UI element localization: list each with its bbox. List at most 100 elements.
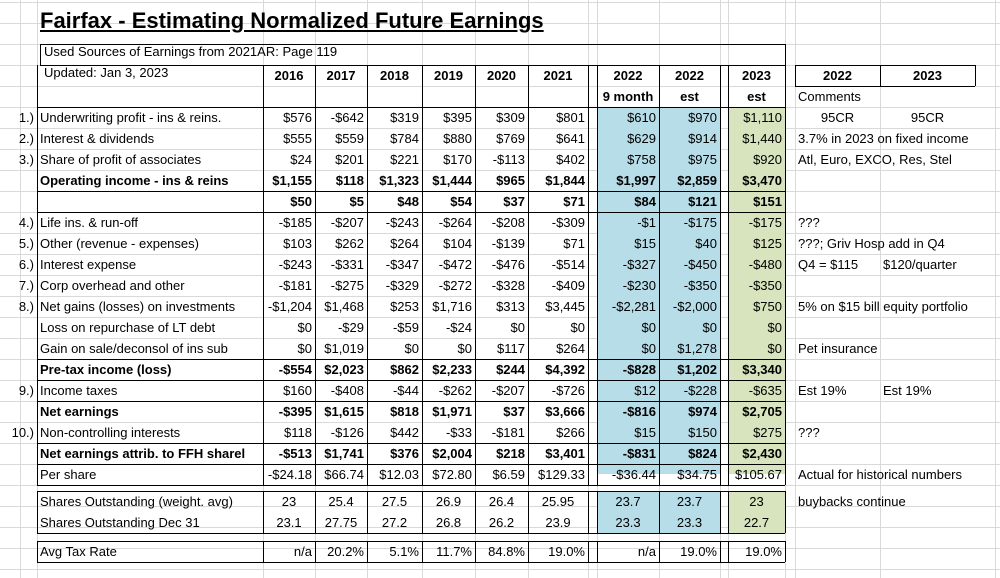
tax-cell[interactable]: 20.2% <box>327 544 364 559</box>
row-label[interactable]: Life ins. & run-off <box>40 215 139 230</box>
value-cell[interactable]: $221 <box>390 152 419 167</box>
value-cell[interactable]: $0 <box>297 320 312 335</box>
value-cell[interactable]: -$472 <box>438 257 472 272</box>
row-number[interactable]: 3.) <box>18 152 34 167</box>
shares-cell[interactable]: 27.5 <box>381 494 408 509</box>
sub-header[interactable]: 9 month <box>602 89 654 104</box>
row-label[interactable]: Corp overhead and other <box>40 278 185 293</box>
value-cell[interactable]: $442 <box>390 425 419 440</box>
value-cell[interactable]: $71 <box>563 236 585 251</box>
shares-cell[interactable]: 23.7 <box>615 494 641 509</box>
value-cell[interactable]: $395 <box>443 110 472 125</box>
value-cell[interactable]: -$228 <box>683 383 717 398</box>
value-cell[interactable]: -$59 <box>392 320 419 335</box>
value-cell[interactable]: -$450 <box>683 257 717 272</box>
sub-header[interactable] <box>475 86 528 107</box>
value-cell[interactable]: $1,019 <box>324 341 364 356</box>
row-label[interactable]: Gain on sale/deconsol of ins sub <box>40 341 228 356</box>
sub-header[interactable] <box>315 86 367 107</box>
value-cell[interactable]: $5 <box>349 194 364 209</box>
value-cell[interactable]: $15 <box>634 236 656 251</box>
shares-cell[interactable]: 27.75 <box>324 515 358 530</box>
value-cell[interactable]: -$44 <box>392 383 419 398</box>
comment-header-2023[interactable]: 2023 <box>913 68 942 83</box>
year-header[interactable]: 2017 <box>326 68 356 83</box>
value-cell[interactable]: $160 <box>283 383 312 398</box>
value-cell[interactable]: $266 <box>556 425 585 440</box>
year-header[interactable]: 2022 <box>613 68 643 83</box>
value-cell[interactable]: -$264 <box>438 215 472 230</box>
sub-header[interactable] <box>367 86 422 107</box>
value-cell[interactable]: $4,392 <box>545 362 585 377</box>
value-cell[interactable]: $0 <box>404 341 419 356</box>
value-cell[interactable]: -$1,204 <box>267 299 312 314</box>
row-label[interactable]: Other (revenue - expenses) <box>40 236 199 251</box>
comment-cell[interactable]: Actual for historical numbers <box>798 467 963 482</box>
value-cell[interactable]: $0 <box>510 320 525 335</box>
value-cell[interactable]: -$642 <box>330 110 364 125</box>
row-label[interactable]: Loss on repurchase of LT debt <box>40 320 216 335</box>
value-cell[interactable]: -$185 <box>278 215 312 230</box>
value-cell[interactable]: $1,997 <box>616 173 656 188</box>
value-cell[interactable]: $118 <box>284 425 312 440</box>
value-cell[interactable]: $66.74 <box>324 467 364 482</box>
shares-cell[interactable]: 25.4 <box>328 494 354 509</box>
shares-cell[interactable]: 23 <box>749 494 764 509</box>
value-cell[interactable]: $1,110 <box>743 110 782 125</box>
value-cell[interactable]: -$243 <box>385 215 419 230</box>
value-cell[interactable]: -$350 <box>748 278 782 293</box>
value-cell[interactable]: $71 <box>563 194 585 209</box>
value-cell[interactable]: $1,278 <box>677 341 717 356</box>
value-cell[interactable]: $2,859 <box>677 173 717 188</box>
shares-cell[interactable]: 23.3 <box>615 515 641 530</box>
year-header[interactable]: 2016 <box>274 68 304 83</box>
comment-cell[interactable]: 5% on $15 bill equity portfolio <box>798 299 968 314</box>
shares-cell[interactable]: 26.2 <box>488 515 515 530</box>
value-cell[interactable]: $0 <box>297 341 312 356</box>
value-cell[interactable]: $264 <box>556 341 585 356</box>
comments-label[interactable]: Comments <box>798 89 861 104</box>
value-cell[interactable]: $3,445 <box>545 299 585 314</box>
tax-cell[interactable]: 84.8% <box>488 544 525 559</box>
value-cell[interactable]: $975 <box>688 152 717 167</box>
value-cell[interactable]: $914 <box>688 131 717 146</box>
row-label[interactable]: Net earnings <box>40 404 119 419</box>
value-cell[interactable]: $2,004 <box>432 446 472 461</box>
tax-cell[interactable]: n/a <box>293 544 312 559</box>
value-cell[interactable]: $880 <box>443 131 472 146</box>
value-cell[interactable]: $150 <box>688 425 717 440</box>
value-cell[interactable]: $72.80 <box>432 467 472 482</box>
value-cell[interactable]: $801 <box>556 110 585 125</box>
row-label[interactable]: Interest & dividends <box>40 131 155 146</box>
value-cell[interactable]: -$275 <box>330 278 364 293</box>
value-cell[interactable]: -$331 <box>330 257 364 272</box>
comment-cell[interactable]: 3.7% in 2023 on fixed income <box>798 131 969 146</box>
value-cell[interactable]: $970 <box>688 110 717 125</box>
value-cell[interactable]: -$1 <box>637 215 656 230</box>
value-cell[interactable]: $1,716 <box>432 299 472 314</box>
comment-cell[interactable]: ??? <box>798 215 820 230</box>
comment-cell[interactable]: $120/quarter <box>883 257 957 272</box>
value-cell[interactable]: $0 <box>702 320 717 335</box>
value-cell[interactable]: $3,401 <box>545 446 585 461</box>
row-number[interactable]: 7.) <box>18 278 34 293</box>
value-cell[interactable]: $769 <box>496 131 525 146</box>
value-cell[interactable]: $0 <box>767 341 782 356</box>
tax-cell[interactable]: 5.1% <box>389 544 419 559</box>
row-label[interactable] <box>37 191 263 212</box>
value-cell[interactable]: -$350 <box>683 278 717 293</box>
row-number[interactable]: 5.) <box>18 236 34 251</box>
value-cell[interactable]: $2,705 <box>742 404 782 419</box>
value-cell[interactable]: $974 <box>688 404 717 419</box>
value-cell[interactable]: -$230 <box>622 278 656 293</box>
value-cell[interactable]: $2,430 <box>742 446 782 461</box>
value-cell[interactable]: -$33 <box>445 425 472 440</box>
value-cell[interactable]: $37 <box>503 194 525 209</box>
value-cell[interactable]: -$309 <box>551 215 585 230</box>
value-cell[interactable]: -$831 <box>622 446 656 461</box>
value-cell[interactable]: $559 <box>335 131 364 146</box>
value-cell[interactable]: $3,470 <box>742 173 782 188</box>
row-number[interactable] <box>0 359 37 380</box>
row-number[interactable]: 9.) <box>18 383 34 398</box>
value-cell[interactable]: $1,844 <box>545 173 585 188</box>
